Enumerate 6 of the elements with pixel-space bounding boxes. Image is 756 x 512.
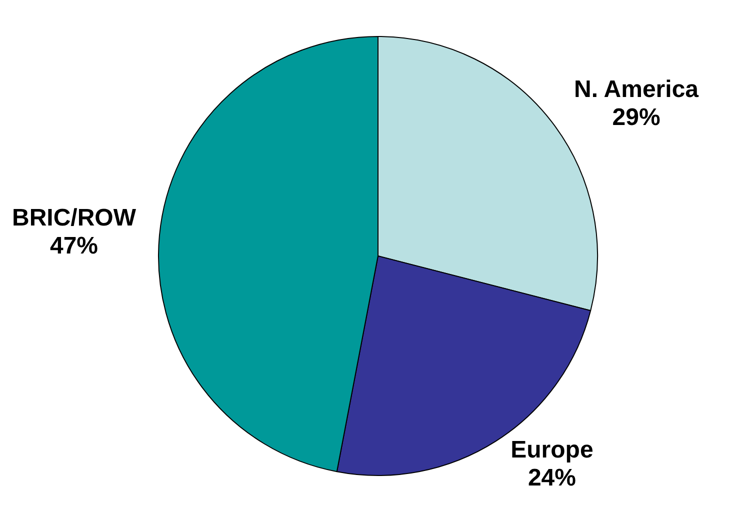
slice-label: N. America — [574, 76, 700, 103]
slice-label: BRIC/ROW — [12, 204, 136, 232]
data-label: 29% — [612, 104, 660, 131]
data-label: 24% — [528, 464, 576, 492]
data-label: 47% — [50, 232, 98, 260]
slice-label: Europe — [510, 436, 594, 464]
